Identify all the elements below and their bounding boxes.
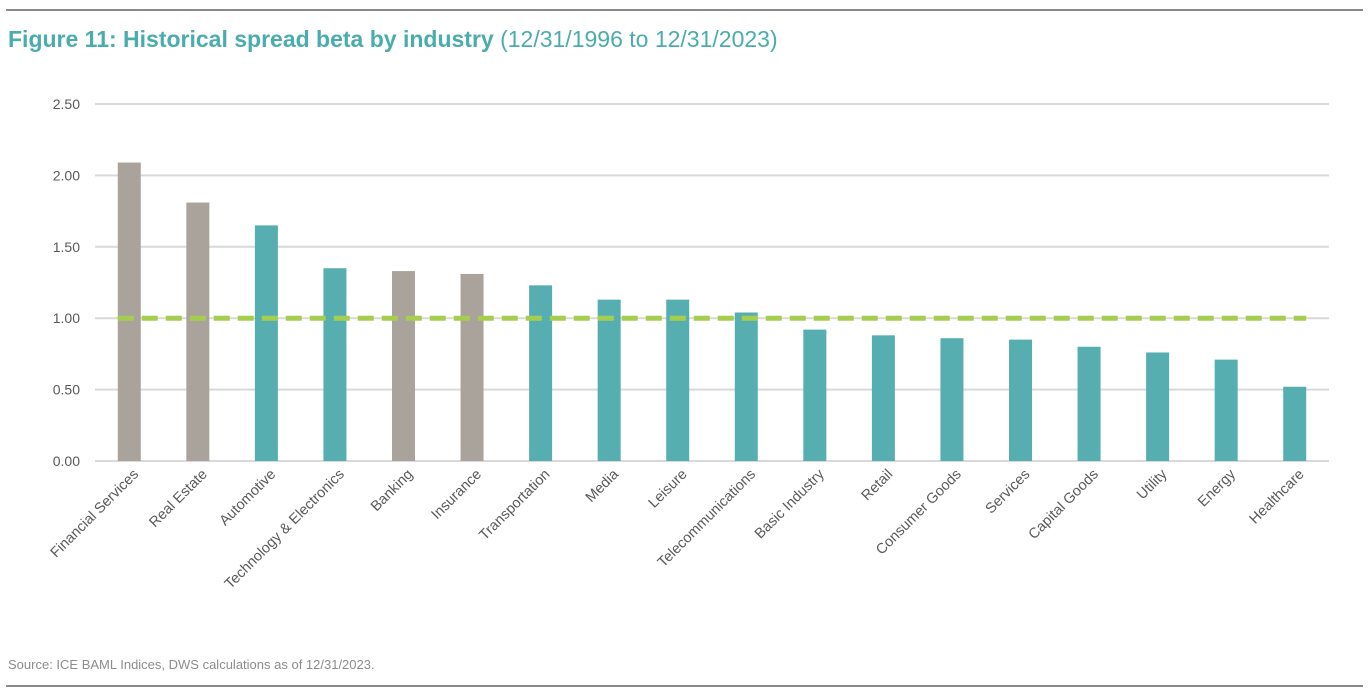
x-tick-label: Energy <box>1195 466 1239 510</box>
top-rule <box>6 9 1363 11</box>
bar <box>392 271 415 461</box>
x-tick-label: Services <box>983 467 1034 518</box>
bar <box>940 338 964 461</box>
x-tick-label: Automotive <box>217 467 280 530</box>
bar <box>871 335 895 461</box>
x-tick-label: Financial Services <box>48 467 143 562</box>
source-note: Source: ICE BAML Indices, DWS calculatio… <box>8 657 375 672</box>
bar <box>803 329 827 461</box>
bar <box>323 268 347 461</box>
x-tick-label: Utility <box>1134 466 1171 503</box>
y-tick-label: 1.50 <box>53 239 80 255</box>
bottom-rule <box>6 685 1363 687</box>
y-tick-label: 0.00 <box>53 453 80 469</box>
x-tick-label: Basic Industry <box>752 466 828 542</box>
y-tick-label: 2.50 <box>53 96 80 112</box>
bar-chart: 0.00 0.50 1.00 1.50 2.00 2.50 Financial Servic… <box>48 96 1329 593</box>
bar <box>1077 346 1101 461</box>
bar <box>529 285 553 461</box>
x-tick-label: Media <box>583 466 623 506</box>
x-tick-label: Healthcare <box>1247 467 1308 528</box>
y-tick-label: 2.00 <box>53 167 80 183</box>
x-tick-label: Banking <box>368 467 416 515</box>
grid-layer <box>95 103 1329 462</box>
x-tick-label: Capital Goods <box>1026 467 1102 543</box>
bar <box>117 162 141 461</box>
chart-title: Figure 11: Historical spread beta by ind… <box>8 26 494 52</box>
x-tick-label: Transportation <box>476 467 553 544</box>
y-tick-label: 0.50 <box>53 382 80 398</box>
bar <box>254 225 278 461</box>
chart-title-line: Figure 11: Historical spread beta by ind… <box>8 26 778 53</box>
bar <box>1146 352 1170 461</box>
x-tick-label: Leisure <box>646 467 691 512</box>
bar <box>1214 359 1238 461</box>
bar <box>1283 386 1307 461</box>
bar <box>460 273 484 461</box>
bar <box>597 299 621 461</box>
chart-subtitle: (12/31/1996 to 12/31/2023) <box>500 26 778 52</box>
bar <box>666 299 690 461</box>
bar <box>734 312 758 461</box>
x-tick-label: Insurance <box>429 467 485 523</box>
x-tick-label: Retail <box>859 467 897 505</box>
x-tick-label: Technology & Electronics <box>222 467 348 593</box>
bars-layer <box>117 162 1307 462</box>
x-tick-label: Real Estate <box>146 467 210 531</box>
y-tick-label: 1.00 <box>53 310 80 326</box>
bar <box>1009 339 1032 461</box>
bar <box>186 202 210 462</box>
